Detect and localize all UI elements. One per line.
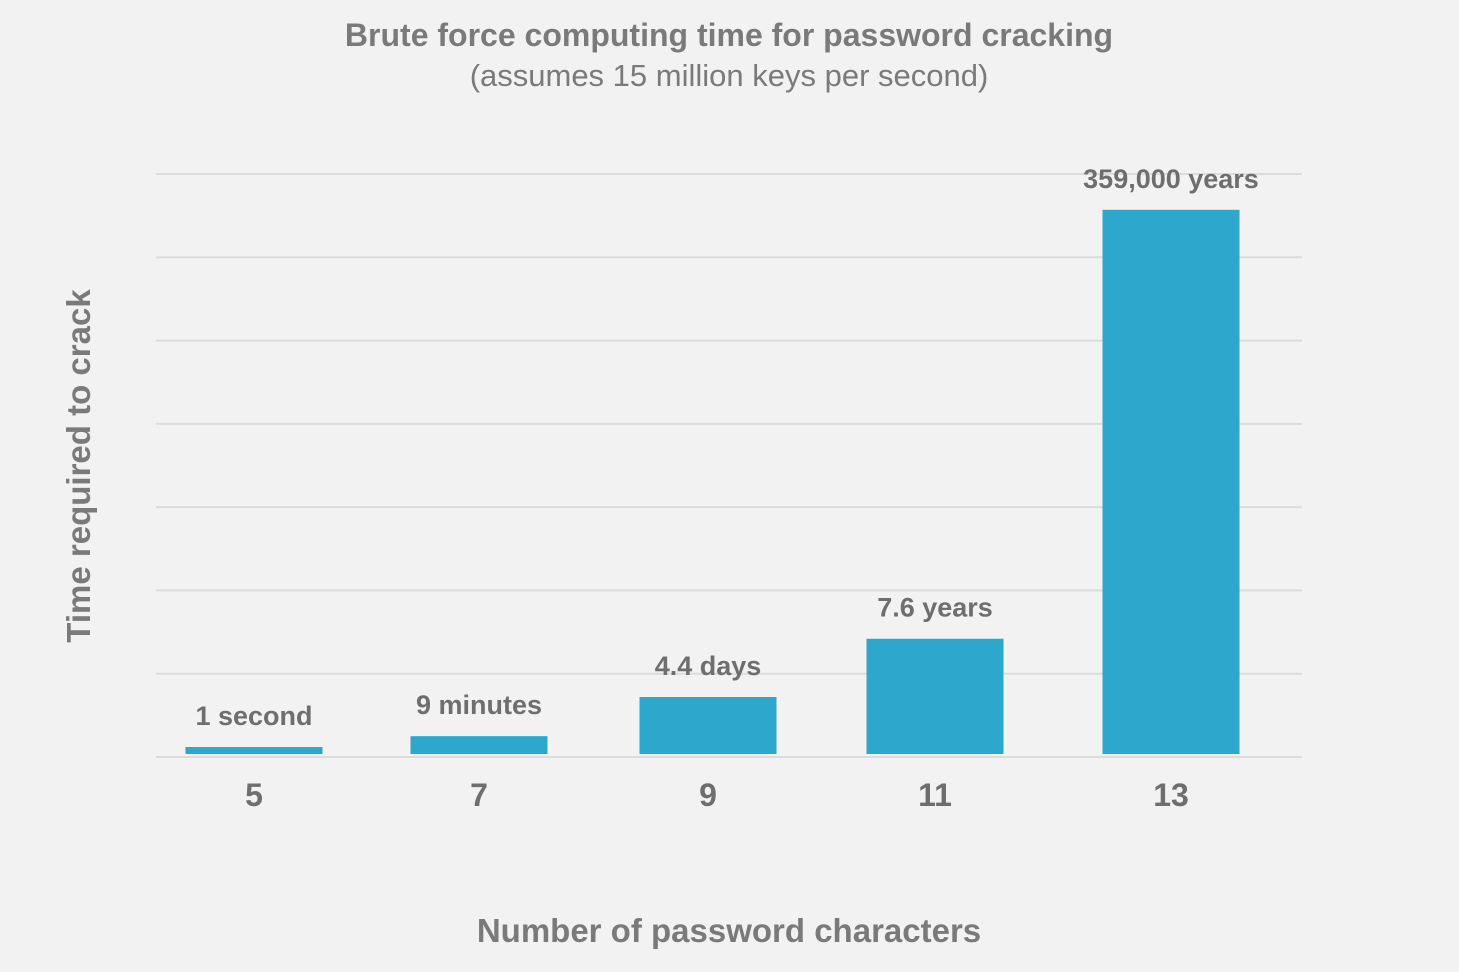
data-label-13: 359,000 years xyxy=(1083,164,1259,194)
chart-subtitle: (assumes 15 million keys per second) xyxy=(470,58,989,93)
x-tick-7: 7 xyxy=(470,777,488,813)
data-labels: 1 second 9 minutes 4.4 days 7.6 years 359,00… xyxy=(195,164,1258,731)
data-label-7: 9 minutes xyxy=(416,690,542,720)
y-axis-label: Time required to crack xyxy=(60,289,97,643)
bars xyxy=(185,209,1240,754)
x-tick-labels: 5 7 9 11 13 xyxy=(245,777,1189,813)
bar-13 xyxy=(1102,209,1240,754)
gridlines xyxy=(156,173,1302,758)
x-axis-label: Number of password characters xyxy=(477,912,981,949)
bar-11 xyxy=(866,638,1004,754)
bar-7 xyxy=(410,736,548,754)
data-label-5: 1 second xyxy=(195,701,312,731)
x-tick-5: 5 xyxy=(245,777,263,813)
x-tick-9: 9 xyxy=(699,777,717,813)
x-tick-13: 13 xyxy=(1153,777,1189,813)
chart-title: Brute force computing time for password … xyxy=(345,17,1113,53)
data-label-11: 7.6 years xyxy=(877,593,993,623)
x-tick-11: 11 xyxy=(918,777,952,813)
bar-9 xyxy=(639,697,777,754)
data-label-9: 4.4 days xyxy=(655,651,762,681)
bar-5 xyxy=(185,747,323,754)
